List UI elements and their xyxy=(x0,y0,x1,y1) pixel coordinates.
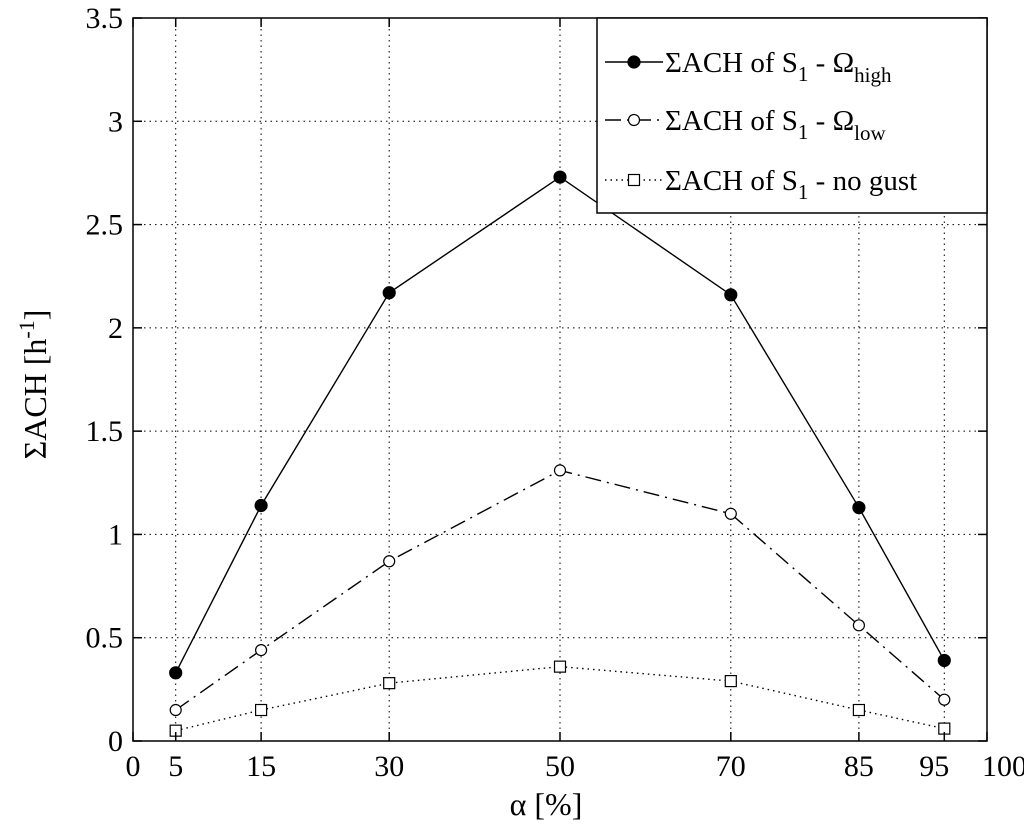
x-axis-label: α [%] xyxy=(510,786,583,822)
series-1-point xyxy=(383,287,395,299)
series-2-point xyxy=(384,556,395,567)
series-2-point xyxy=(256,645,267,656)
series-1-point xyxy=(554,171,566,183)
series-1-point xyxy=(938,654,950,666)
y-tick-label: 0.5 xyxy=(86,622,124,655)
x-tick-label: 0 xyxy=(126,750,141,783)
series-3-point xyxy=(384,678,395,689)
y-tick-label: 1.5 xyxy=(86,415,124,448)
series-2-point xyxy=(555,465,566,476)
x-tick-label: 30 xyxy=(374,750,404,783)
series-2-point xyxy=(725,508,736,519)
series-1-point xyxy=(170,667,182,679)
y-tick-label: 3.5 xyxy=(86,2,124,35)
series-1-point xyxy=(255,500,267,512)
x-tick-label: 15 xyxy=(246,750,276,783)
series-1-point xyxy=(853,502,865,514)
legend-marker-3 xyxy=(629,175,640,186)
y-tick-label: 2.5 xyxy=(86,209,124,242)
series-2-point xyxy=(939,694,950,705)
x-tick-label: 70 xyxy=(716,750,746,783)
series-2-point xyxy=(853,620,864,631)
x-tick-label: 95 xyxy=(919,750,949,783)
x-tick-label: 50 xyxy=(545,750,575,783)
series-2-point xyxy=(170,705,181,716)
y-tick-label: 2 xyxy=(108,312,123,345)
x-tick-label: 5 xyxy=(168,750,183,783)
series-3-point xyxy=(555,661,566,672)
series-3-point xyxy=(725,676,736,687)
y-tick-label: 1 xyxy=(108,518,123,551)
y-tick-label: 3 xyxy=(108,105,123,138)
x-tick-label: 100 xyxy=(982,750,1024,783)
series-3-point xyxy=(256,705,267,716)
y-tick-label: 0 xyxy=(108,725,123,758)
series-1-point xyxy=(725,289,737,301)
legend-marker-2 xyxy=(629,115,640,126)
legend-marker-1 xyxy=(628,56,640,68)
x-tick-label: 85 xyxy=(844,750,874,783)
series-3-point xyxy=(853,705,864,716)
